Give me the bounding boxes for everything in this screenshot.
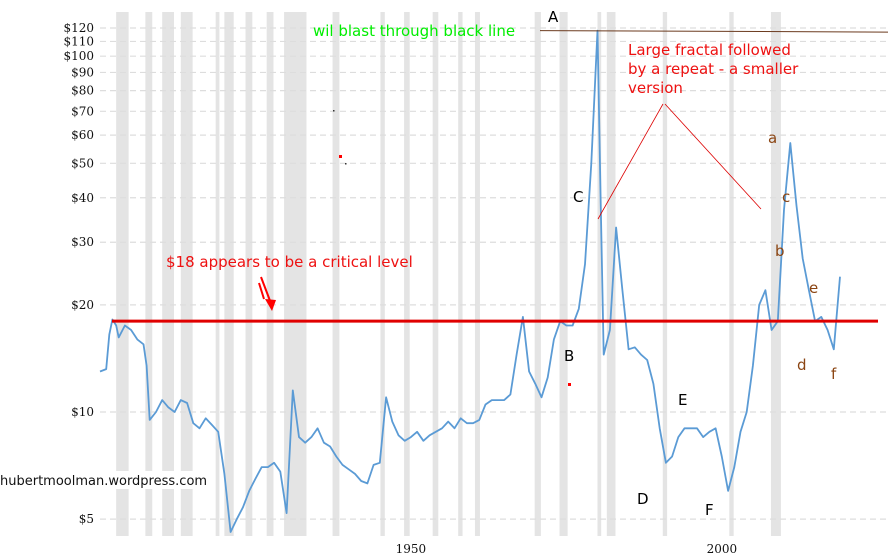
dark-dot: [333, 110, 335, 112]
recession-bands: [116, 12, 781, 536]
recession-band: [332, 12, 340, 536]
series-line: [99, 29, 841, 533]
recession-band: [180, 12, 193, 536]
wave-label-A: A: [548, 8, 559, 26]
recession-band: [606, 12, 616, 536]
wave-label-D: D: [637, 490, 649, 508]
recession-band: [380, 12, 385, 536]
x-tick-label: 2000: [707, 542, 738, 556]
fractal-pointer-left: [597, 103, 664, 220]
fractal-pointer-right: [664, 103, 762, 210]
y-tick-label: $80: [71, 84, 94, 98]
recession-band: [245, 12, 253, 536]
wave-label-E: E: [678, 391, 687, 409]
wave-label-e: e: [809, 279, 818, 297]
y-tick-label: $70: [71, 104, 94, 118]
recession-band: [770, 12, 781, 536]
green-note: wil blast through black line: [313, 22, 515, 40]
recession-band: [145, 12, 153, 536]
wave-label-a: a: [768, 129, 777, 147]
y-tick-label: $40: [71, 191, 94, 205]
recession-band: [404, 12, 410, 536]
recession-band: [162, 12, 174, 536]
recession-band: [474, 12, 480, 536]
wave-label-f: f: [831, 365, 837, 383]
y-axis-ticks: $5 $10 $20 $30 $40 $50 $60 $70 $80 $90 $100$110$12…: [63, 21, 94, 526]
red-dot: [339, 155, 342, 158]
recession-band: [458, 12, 463, 536]
watermark: hubertmoolman.wordpress.com: [0, 474, 207, 489]
dark-dot: [345, 163, 347, 165]
wave-label-C: C: [573, 188, 583, 206]
recession-band: [597, 12, 602, 536]
y-tick-label: $10: [71, 405, 94, 419]
y-tick-label: $60: [71, 128, 94, 142]
fractal-note-line-2: by a repeat - a smaller: [628, 60, 799, 78]
critical-note: $18 appears to be a critical level: [166, 253, 413, 271]
fractal-note-line-1: Large fractal followed: [628, 41, 791, 59]
recession-band: [224, 12, 234, 536]
wave-label-B: B: [564, 347, 574, 365]
y-tick-label: $90: [71, 65, 94, 79]
wave-label-F: F: [705, 501, 714, 519]
price-series: [99, 29, 841, 533]
fractal-note-line-3: version: [628, 79, 683, 97]
wave-label-c: c: [782, 188, 790, 206]
recession-band: [266, 12, 274, 536]
y-tick-label: $110: [63, 34, 94, 48]
red-dot: [568, 383, 571, 386]
y-tick-label: $5: [79, 512, 94, 526]
recession-band: [662, 12, 668, 536]
y-tick-label: $120: [63, 21, 94, 35]
black-resistance-line: [539, 30, 888, 33]
watermark-bg: [0, 471, 207, 489]
recession-band: [116, 12, 129, 536]
recession-band: [432, 12, 439, 536]
x-axis-ticks: 1950 2000: [396, 542, 737, 556]
recession-band: [559, 12, 568, 536]
y-tick-label: $30: [71, 235, 94, 249]
annotations: hubertmoolman.wordpress.com wil blast th…: [0, 8, 888, 519]
x-tick-label: 1950: [396, 542, 427, 556]
y-tick-label: $20: [71, 298, 94, 312]
gridlines: [100, 27, 888, 520]
wave-label-b: b: [775, 242, 785, 260]
wave-label-d: d: [797, 356, 807, 374]
recession-band: [215, 12, 220, 536]
y-tick-label: $100: [63, 49, 94, 63]
critical-arrow: [258, 276, 276, 311]
recession-band: [284, 12, 307, 536]
y-tick-label: $50: [71, 156, 94, 170]
recession-band: [729, 12, 734, 536]
recession-band: [534, 12, 541, 536]
